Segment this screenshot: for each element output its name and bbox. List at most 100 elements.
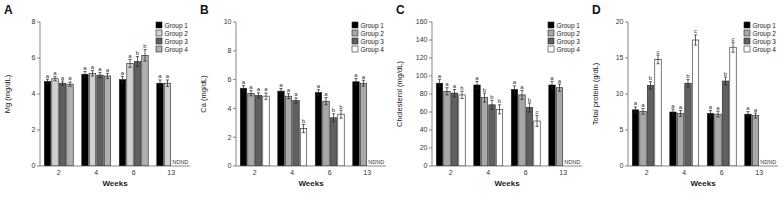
error-cap	[438, 79, 441, 80]
legend-swatch	[548, 30, 554, 36]
error-cap	[558, 84, 561, 85]
y-axis-label: Cholesterol (mg/dL)	[395, 61, 404, 127]
error-cap	[143, 61, 146, 62]
y-tick-label: 0	[424, 162, 428, 169]
error-cap	[242, 85, 245, 86]
y-tick-label: 6	[228, 76, 232, 83]
error-cap	[483, 93, 486, 94]
error-bar	[709, 111, 712, 117]
error-cap	[716, 117, 719, 118]
error-bar	[490, 100, 493, 109]
significance-label: b	[136, 50, 140, 56]
error-cap	[339, 110, 342, 111]
error-cap	[257, 98, 260, 99]
error-cap	[158, 86, 161, 87]
error-cap	[121, 76, 124, 77]
error-bar	[438, 80, 441, 87]
legend-swatch	[548, 38, 554, 44]
error-stem	[477, 81, 478, 88]
x-tick-label: 6	[720, 169, 724, 176]
error-cap	[445, 87, 448, 88]
error-stem	[439, 80, 440, 87]
error-bar	[91, 71, 94, 76]
error-cap	[679, 116, 682, 117]
significance-label: a	[438, 73, 442, 79]
error-cap	[634, 106, 637, 107]
error-cap	[649, 88, 652, 89]
error-bar	[498, 105, 501, 114]
legend-swatch	[156, 22, 162, 28]
bar	[360, 83, 366, 166]
bar	[44, 81, 50, 166]
error-stem	[47, 79, 48, 83]
y-tick	[233, 166, 236, 167]
bar	[496, 109, 502, 166]
legend-label: Group 3	[753, 38, 777, 46]
legend: Group 1Group 2Group 3Group 4	[156, 22, 188, 54]
legend: Group 1Group 2Group 3Group 4	[548, 22, 580, 54]
annotation: NDND	[760, 159, 776, 165]
error-bar	[453, 90, 456, 97]
error-stem	[145, 50, 146, 62]
y-tick-label: 2	[32, 126, 36, 133]
error-cap	[671, 114, 674, 115]
x-tick-label: 13	[559, 169, 567, 176]
bar	[511, 90, 517, 167]
significance-label: b	[302, 118, 306, 124]
x-tick-label: 4	[290, 169, 294, 176]
bar	[127, 63, 133, 166]
error-bar	[53, 77, 56, 81]
bar	[692, 40, 698, 166]
error-cap	[68, 81, 71, 82]
panel: AaaaaaaaaaabaabNDND0246824613WeeksMg (mg…	[3, 3, 190, 188]
x-tick-label: 2	[57, 169, 61, 176]
panel: CaaaaabaaabbbbcNDND020406080100120140160…	[395, 3, 582, 188]
y-tick-label: 120	[416, 54, 428, 61]
error-cap	[91, 70, 94, 71]
bar	[549, 85, 555, 166]
error-bar	[754, 113, 757, 118]
error-stem	[658, 55, 659, 64]
bar	[104, 76, 110, 166]
error-cap	[671, 109, 674, 110]
error-bar	[68, 82, 71, 86]
marks	[436, 80, 562, 166]
error-stem	[62, 81, 63, 85]
error-cap	[354, 84, 357, 85]
error-stem	[107, 73, 108, 78]
x-axis-label: Weeks	[494, 179, 520, 188]
error-stem	[725, 77, 726, 85]
significance-label: a	[716, 105, 720, 111]
y-tick	[429, 148, 432, 149]
error-stem	[755, 113, 756, 118]
error-cap	[91, 76, 94, 77]
significance-label: b	[483, 87, 487, 93]
bar	[134, 62, 140, 166]
bar	[67, 84, 73, 166]
y-tick	[233, 50, 236, 51]
y-axis-label: Ca (mg/dL)	[199, 75, 208, 113]
legend-label: Group 3	[165, 38, 189, 46]
error-stem	[100, 72, 101, 77]
legend-swatch	[156, 38, 162, 44]
y-tick	[429, 58, 432, 59]
legend-label: Group 1	[753, 22, 777, 30]
bar	[632, 110, 638, 166]
significance-label: a	[671, 103, 675, 109]
y-tick	[625, 58, 628, 59]
error-bar	[264, 93, 267, 99]
y-tick-label: 20	[616, 18, 624, 25]
legend-swatch	[744, 22, 750, 28]
bar	[82, 74, 88, 166]
y-tick-label: 5	[620, 126, 624, 133]
error-stem	[710, 111, 711, 117]
panel-label: B	[200, 3, 209, 17]
significance-label: b	[143, 43, 147, 49]
y-tick-label: 8	[228, 47, 232, 54]
error-bar	[649, 82, 652, 89]
error-cap	[279, 88, 282, 89]
figure: AaaaaaaaaaabaabNDND0246824613WeeksMg (mg…	[0, 0, 784, 200]
legend-label: Group 1	[165, 22, 189, 30]
y-tick	[625, 130, 628, 131]
error-cap	[731, 52, 734, 53]
